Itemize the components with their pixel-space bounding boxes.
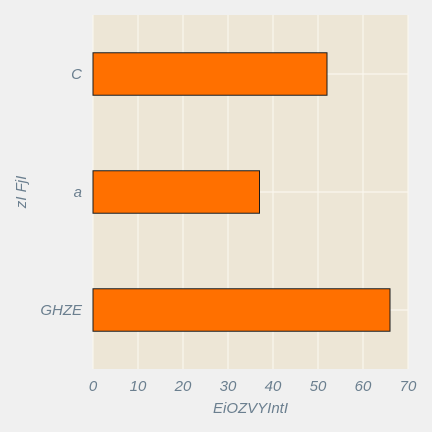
- bar: [92, 288, 391, 332]
- x-tick-label: 30: [220, 378, 237, 395]
- x-tick-label: 10: [130, 378, 147, 395]
- bar: [92, 52, 328, 96]
- x-tick-label: 70: [400, 378, 417, 395]
- y-tick-label: GHZE: [40, 302, 83, 319]
- bars: [92, 52, 391, 332]
- x-tick-label: 60: [355, 378, 372, 395]
- y-tick-label: C: [71, 66, 82, 83]
- y-axis-label: zI FjI: [13, 176, 30, 210]
- x-tick-label: 0: [89, 378, 98, 395]
- y-tick-label: a: [74, 184, 82, 201]
- x-tick-label: 20: [174, 378, 192, 395]
- x-tick-labels: 0 10 20 30 40 50 60 70: [89, 378, 417, 395]
- y-tick-labels: GHZE a C: [40, 66, 83, 319]
- x-axis-label: EiOZVYIntI: [213, 400, 288, 417]
- x-tick-label: 50: [310, 378, 327, 395]
- bar: [92, 170, 260, 214]
- x-tick-label: 40: [265, 378, 282, 395]
